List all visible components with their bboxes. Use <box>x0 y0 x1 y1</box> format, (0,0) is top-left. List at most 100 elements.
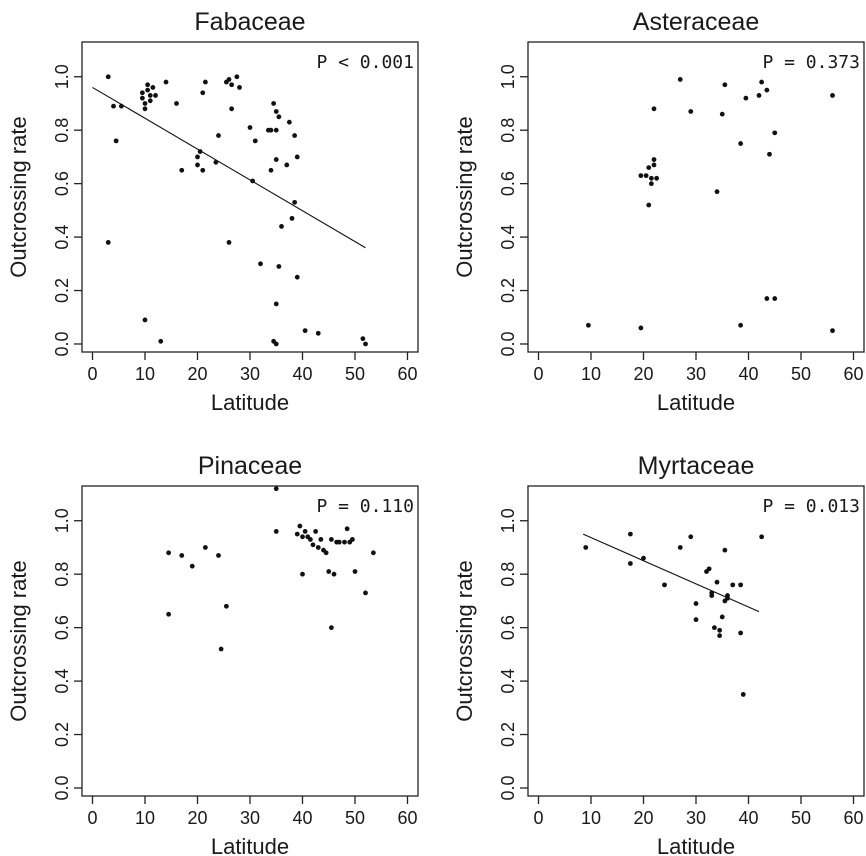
data-point <box>318 537 324 542</box>
data-point <box>113 138 119 144</box>
y-tick-label: 0.8 <box>52 118 72 143</box>
data-point <box>179 553 185 558</box>
y-tick-label: 0.0 <box>498 331 518 356</box>
data-point <box>226 77 232 82</box>
panel-myrtaceae: Myrtaceae 0 10 20 30 40 50 60 0.0 0.2 0.4 0.6 0.8 1.0… <box>452 452 865 856</box>
data-point <box>276 264 282 269</box>
data-point <box>730 582 736 588</box>
data-point <box>363 590 368 596</box>
y-tick-label: 0.6 <box>498 615 518 640</box>
data-point <box>150 85 156 90</box>
data-point <box>830 328 835 334</box>
data-point <box>195 162 200 168</box>
data-point <box>273 486 279 492</box>
x-tick-label: 50 <box>345 808 365 828</box>
data-point <box>641 555 646 561</box>
data-point <box>300 571 305 577</box>
data-point <box>706 566 712 572</box>
data-point <box>342 539 347 545</box>
data-point <box>717 633 723 639</box>
data-point <box>268 167 274 173</box>
data-point <box>310 542 316 548</box>
data-point <box>252 138 258 144</box>
data-point <box>370 550 376 556</box>
x-axis-label: Latitude <box>211 390 289 415</box>
data-point <box>145 82 151 88</box>
x-tick-label: 0 <box>87 364 97 384</box>
plot-frame <box>81 485 419 797</box>
data-point <box>585 322 591 328</box>
data-point <box>226 240 232 245</box>
data-point <box>709 590 715 596</box>
data-point <box>627 561 633 566</box>
data-point <box>326 569 332 574</box>
data-point <box>166 550 172 556</box>
x-tick-label: 60 <box>843 808 863 828</box>
x-tick-label: 10 <box>581 364 601 384</box>
x-tick-label: 30 <box>240 808 260 828</box>
data-point <box>638 325 644 331</box>
data-point <box>352 569 358 574</box>
y-tick-label: 0.2 <box>52 722 72 747</box>
data-point <box>179 167 185 173</box>
data-point <box>759 534 765 540</box>
y-tick-label: 0.4 <box>498 225 518 250</box>
data-point <box>738 322 744 328</box>
data-point <box>229 106 235 112</box>
data-point <box>223 603 229 609</box>
data-point <box>719 111 725 117</box>
data-point <box>363 341 368 347</box>
data-point <box>247 125 253 130</box>
x-axis-label: Latitude <box>211 834 289 856</box>
data-point <box>711 625 717 631</box>
data-point <box>294 274 300 280</box>
data-point <box>772 130 778 136</box>
y-tick-label: 0.2 <box>498 722 518 747</box>
data-point <box>344 526 350 532</box>
data-point <box>147 98 153 104</box>
x-tick-label: 60 <box>397 364 417 384</box>
data-point <box>627 531 633 537</box>
plot-frame <box>527 41 865 353</box>
data-point <box>273 529 279 534</box>
data-point <box>297 523 303 529</box>
data-point <box>111 103 116 109</box>
chart-title: Pinaceae <box>198 452 302 480</box>
data-point <box>273 157 279 162</box>
x-tick-label: 20 <box>187 364 207 384</box>
data-point <box>307 537 313 542</box>
data-point <box>279 223 284 229</box>
data-point <box>315 545 321 550</box>
panel-asteraceae: Asteraceae 0 10 20 30 40 50 60 0.0 0.2 0.4 0.6 0.8 1.… <box>452 8 865 415</box>
data-point <box>268 127 274 133</box>
data-point <box>738 582 744 588</box>
y-tick-label: 1.0 <box>498 508 518 533</box>
data-point <box>646 202 652 208</box>
data-point <box>216 553 221 558</box>
data-point <box>197 149 203 154</box>
y-tick-label: 0.8 <box>498 562 518 587</box>
plot-frame <box>81 41 419 353</box>
data-point <box>651 157 657 162</box>
data-point <box>213 159 219 165</box>
x-tick-label: 0 <box>533 808 543 828</box>
p-value-annotation: P = 0.013 <box>762 496 860 517</box>
data-point <box>273 127 279 133</box>
y-tick-label: 0.6 <box>52 615 72 640</box>
data-point <box>234 74 240 80</box>
data-point <box>163 79 169 85</box>
data-point <box>693 601 699 606</box>
data-point <box>654 175 660 181</box>
data-point <box>294 154 300 160</box>
data-point <box>756 93 762 98</box>
chart-title: Asteraceae <box>633 8 759 36</box>
data-point <box>677 77 683 82</box>
data-point <box>738 630 744 636</box>
data-point <box>216 133 221 138</box>
data-point <box>662 582 667 588</box>
data-point <box>717 627 723 633</box>
y-tick-label: 0.2 <box>498 278 518 303</box>
data-point <box>313 529 319 534</box>
data-point <box>237 85 242 90</box>
